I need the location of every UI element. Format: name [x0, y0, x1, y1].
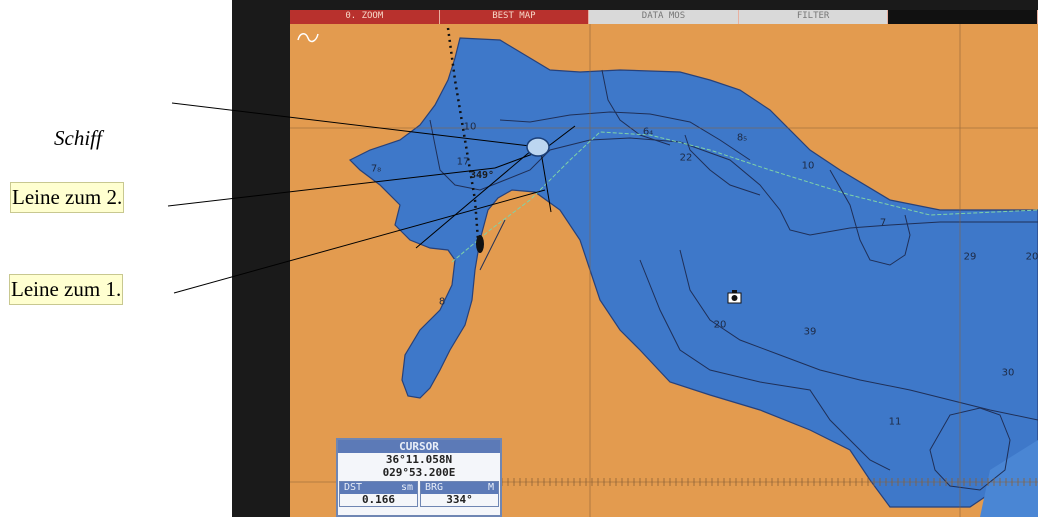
bearing-unit: M [487, 482, 494, 493]
leine2-label: Leine zum 2. [10, 182, 125, 213]
depth-label: 8 [438, 296, 446, 308]
chartplotter-screen: 0. ZOOM BEST MAP DATA MOS FILTER 10 6₄ 8… [290, 10, 1038, 517]
depth-label: 22 [679, 152, 693, 164]
depth-label: 6₄ [642, 126, 654, 138]
toolbar-tab-best-map[interactable]: BEST MAP [439, 10, 590, 24]
scale-ticks [501, 478, 1037, 486]
track-line [451, 131, 1038, 263]
mooring-line-c [540, 151, 552, 213]
bearing-cell: BRG M 334° [420, 481, 499, 507]
cursor-panel: CURSOR 36°11.058N 029°53.200E DST sm 0.1… [336, 438, 502, 517]
depth-label: 20 [713, 319, 727, 331]
depth-label: 39 [803, 326, 817, 338]
distance-header: DST sm [340, 482, 417, 494]
depth-label: 8₅ [736, 132, 748, 144]
depth-label: 29 [963, 251, 977, 263]
nautical-chart[interactable] [290, 10, 1038, 517]
mooring-line-d [545, 125, 576, 149]
depth-label: 10 [801, 160, 815, 172]
deep-water [980, 440, 1038, 517]
distance-value: 0.166 [361, 493, 396, 506]
cursor-latitude: 36°11.058N [385, 453, 453, 466]
distance-label: DST [344, 482, 363, 493]
cursor-metrics-row: DST sm 0.166 BRG M 334° [338, 481, 500, 507]
depth-label: 10 [463, 121, 477, 133]
water-area [348, 37, 1038, 508]
schiff-pointer-line [171, 102, 531, 147]
depth-contours [429, 69, 1038, 491]
chartplotter-photo: 0. ZOOM BEST MAP DATA MOS FILTER 10 6₄ 8… [232, 0, 1038, 517]
bearing-readout: 349° [470, 170, 495, 181]
toolbar-tab-data[interactable]: DATA MOS [589, 10, 739, 24]
corner-marker [297, 33, 319, 43]
depth-label: 17 [456, 156, 470, 168]
distance-unit: sm [400, 482, 413, 493]
ship-marker[interactable] [526, 137, 550, 157]
leine1-pointer-line [173, 189, 546, 294]
depth-label: 30 [1001, 367, 1015, 379]
distance-cell: DST sm 0.166 [339, 481, 418, 507]
annotation-lines [167, 102, 576, 294]
bearing-label: BRG [425, 482, 444, 493]
leine1-label: Leine zum 1. [9, 274, 124, 305]
bearing-value: 334° [446, 493, 473, 506]
cursor-longitude: 029°53.200E [382, 466, 456, 479]
camera-icon[interactable] [727, 290, 742, 304]
toolbar-tab-zoom[interactable]: 0. ZOOM [290, 10, 440, 24]
schiff-label: Schiff [54, 126, 102, 150]
chart-toolbar: 0. ZOOM BEST MAP DATA MOS FILTER [290, 10, 1038, 24]
mooring-line-a [415, 149, 533, 249]
depth-label: 7 [879, 217, 887, 229]
depth-label: 7₈ [370, 163, 382, 175]
bearing-header: BRG M [421, 482, 498, 494]
toolbar-tab-filter[interactable]: FILTER [738, 10, 889, 24]
depth-label: 11 [888, 416, 902, 428]
toolbar-tab-blank[interactable] [888, 10, 1038, 24]
cursor-panel-title: CURSOR [338, 440, 500, 453]
vessel-icon[interactable] [476, 235, 484, 253]
heading-dotted-line [446, 27, 480, 241]
leine2-pointer-line [167, 167, 496, 207]
depth-label: 20 [1025, 251, 1038, 263]
